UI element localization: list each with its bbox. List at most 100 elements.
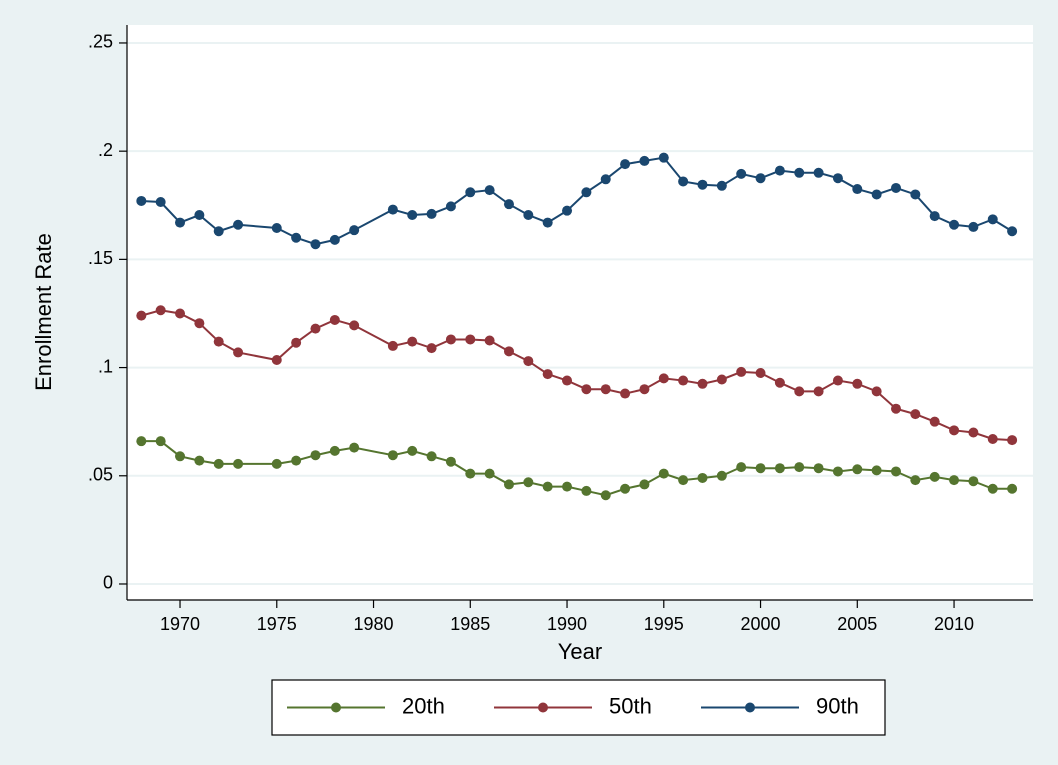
y-axis-title: Enrollment Rate <box>31 233 56 391</box>
y-tick-label: .15 <box>88 248 113 268</box>
point <box>445 334 456 345</box>
point <box>581 187 592 198</box>
point <box>716 180 727 191</box>
point <box>678 375 689 386</box>
point <box>233 458 244 469</box>
point <box>194 455 205 466</box>
point <box>755 367 766 378</box>
point <box>774 165 785 176</box>
point <box>910 189 921 200</box>
point <box>910 475 921 486</box>
point <box>716 470 727 481</box>
point <box>310 323 321 334</box>
point <box>949 425 960 436</box>
point <box>136 195 147 206</box>
point <box>503 346 514 357</box>
point <box>233 219 244 230</box>
point <box>871 465 882 476</box>
point <box>562 205 573 216</box>
legend-marker <box>331 702 341 713</box>
point <box>465 334 476 345</box>
point <box>813 167 824 178</box>
point <box>736 366 747 377</box>
point <box>581 485 592 496</box>
point <box>523 477 534 488</box>
point <box>678 176 689 187</box>
legend-marker <box>745 702 755 713</box>
x-tick-label: 2010 <box>934 614 974 634</box>
y-tick-label: .05 <box>88 465 113 485</box>
point <box>562 375 573 386</box>
point <box>871 189 882 200</box>
legend-label: 90th <box>816 693 859 718</box>
point <box>194 318 205 329</box>
point <box>600 384 611 395</box>
point <box>310 239 321 250</box>
point <box>949 475 960 486</box>
point <box>426 343 437 354</box>
point <box>832 375 843 386</box>
y-tick-label: .1 <box>98 356 113 376</box>
legend-marker <box>538 702 548 713</box>
point <box>832 466 843 477</box>
point <box>484 335 495 346</box>
point <box>813 386 824 397</box>
point <box>968 221 979 232</box>
point <box>736 168 747 179</box>
point <box>542 369 553 380</box>
plot-area <box>127 25 1033 600</box>
point <box>620 483 631 494</box>
point <box>755 173 766 184</box>
point <box>794 462 805 473</box>
x-tick-label: 2000 <box>741 614 781 634</box>
point <box>175 308 186 319</box>
point <box>291 232 302 243</box>
point <box>736 462 747 473</box>
point <box>968 476 979 487</box>
x-tick-label: 1980 <box>354 614 394 634</box>
point <box>329 445 340 456</box>
point <box>890 466 901 477</box>
point <box>523 210 534 221</box>
point <box>1007 483 1018 494</box>
point <box>523 356 534 367</box>
point <box>813 463 824 474</box>
point <box>639 155 650 166</box>
point <box>832 173 843 184</box>
x-axis-title: Year <box>558 639 602 664</box>
point <box>349 320 360 331</box>
x-tick-label: 2005 <box>837 614 877 634</box>
point <box>697 179 708 190</box>
point <box>658 152 669 163</box>
point <box>562 481 573 492</box>
point <box>600 490 611 501</box>
point <box>484 185 495 196</box>
legend-label: 50th <box>609 693 652 718</box>
point <box>503 479 514 490</box>
point <box>465 187 476 198</box>
point <box>929 416 940 427</box>
point <box>852 378 863 389</box>
point <box>852 464 863 475</box>
point <box>929 471 940 482</box>
point <box>349 225 360 236</box>
point <box>658 373 669 384</box>
point <box>678 475 689 486</box>
point <box>1007 435 1018 446</box>
point <box>987 214 998 225</box>
x-tick-label: 1985 <box>450 614 490 634</box>
point <box>136 310 147 321</box>
point <box>233 347 244 358</box>
point <box>503 199 514 210</box>
point <box>271 458 282 469</box>
point <box>658 468 669 479</box>
point <box>213 336 224 347</box>
point <box>329 314 340 325</box>
point <box>213 458 224 469</box>
point <box>542 481 553 492</box>
point <box>329 234 340 245</box>
point <box>542 217 553 228</box>
point <box>987 483 998 494</box>
point <box>291 455 302 466</box>
